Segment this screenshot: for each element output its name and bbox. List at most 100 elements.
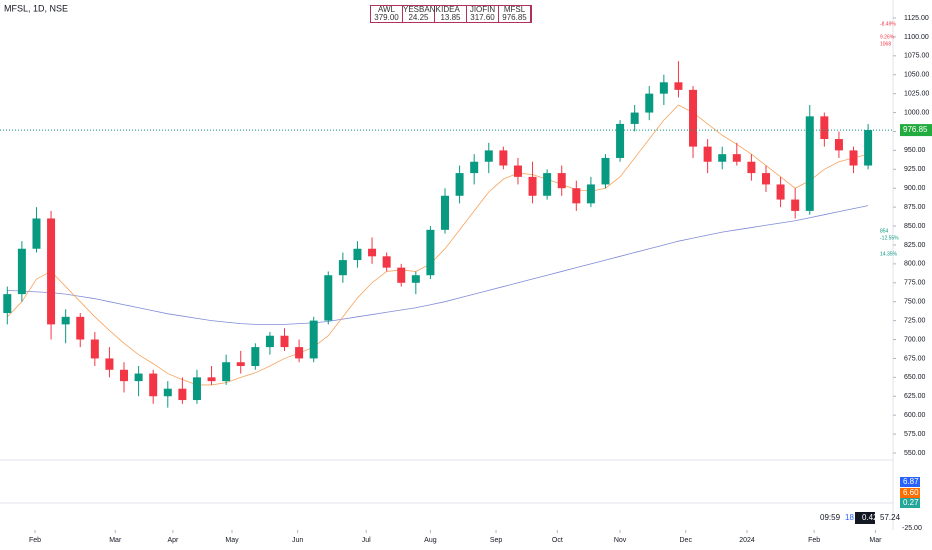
y-tick-label: 1050.00 [904, 72, 929, 79]
watchlist-symbol: YESBANK [403, 5, 441, 14]
watchlist-symbol: JIOFIN [467, 6, 499, 14]
x-tick-label: Jun [292, 537, 303, 544]
y-tick-label: 750.00 [904, 299, 926, 306]
annotation: 9.26% [880, 34, 895, 40]
candle-body [513, 165, 522, 177]
candle-body [265, 335, 274, 348]
candle-body [674, 82, 683, 90]
candle-body [834, 139, 843, 151]
candle-body [149, 373, 158, 397]
y-tick-label: 825.00 [904, 242, 926, 249]
candle-body [295, 347, 304, 359]
watchlist: AWL YESBANK IDEA JIOFIN MFSL 379.00 24.25 13.85… [370, 5, 532, 23]
annotation: -8.49% [880, 21, 896, 27]
y-tick-label: 850.00 [904, 223, 926, 230]
candle-body [368, 248, 377, 257]
candle-body [178, 388, 187, 401]
last-price-tag [900, 124, 932, 137]
x-tick-label: Oct [552, 537, 563, 544]
y-tick-label: 1025.00 [904, 90, 929, 97]
y-tick-label: 1125.00 [904, 15, 929, 22]
y-tick-label: 650.00 [904, 374, 926, 381]
candle-body [120, 369, 129, 382]
watchlist-price: 379.00 [371, 14, 403, 22]
status-label: 0.42 [862, 513, 878, 522]
y-tick-label: 800.00 [904, 261, 926, 268]
candle-body [280, 335, 289, 348]
last-price-label: 976.85 [903, 125, 928, 134]
macd-tick-label: -25.00 [902, 525, 922, 532]
candle-body [586, 184, 595, 204]
candle-body [543, 173, 552, 196]
x-tick-label: May [225, 537, 239, 544]
annotation: 854 [880, 228, 889, 234]
y-tick-label: 700.00 [904, 336, 926, 343]
x-tick-label: Aug [424, 537, 437, 544]
chart-title: MFSL, 1D, NSE [4, 3, 68, 13]
candle-body [528, 176, 537, 196]
annotation: 1068 [880, 41, 891, 47]
candle-body [732, 154, 741, 162]
watchlist-price: 13.85 [435, 14, 467, 22]
candle-body [645, 93, 654, 113]
candle-body [703, 146, 712, 162]
y-tick-label: 1000.00 [904, 109, 929, 116]
y-tick-label: 1075.00 [904, 53, 929, 60]
status-label: 57.24 [880, 513, 901, 522]
y-tick-label: 725.00 [904, 317, 926, 324]
status-label: 09:59 [820, 513, 841, 522]
candle-body [630, 112, 639, 124]
candle-body [601, 157, 610, 185]
y-tick-label: 875.00 [904, 204, 926, 211]
x-tick-label: Mar [109, 537, 122, 544]
macd-tag [900, 498, 920, 508]
y-tick-label: 1100.00 [904, 34, 929, 41]
candle-body [455, 173, 464, 196]
annotation: 14.35% [880, 251, 898, 257]
annotation: -12.55% [880, 235, 899, 241]
x-tick-label: Feb [29, 537, 41, 544]
candle-body [572, 188, 581, 204]
status-tag [855, 512, 875, 524]
candle-body [309, 320, 318, 359]
candle-body [441, 195, 449, 230]
status-label: 18 [845, 513, 854, 522]
y-tick-label: 675.00 [904, 355, 926, 362]
candle-body [689, 89, 698, 147]
watchlist-price: 317.60 [467, 14, 499, 22]
candle-body [207, 377, 216, 382]
candle-body [747, 161, 756, 174]
candle-body [411, 275, 420, 283]
candle-body [61, 316, 70, 325]
candle-body [324, 275, 333, 321]
x-tick-label: Jul [362, 537, 371, 544]
candle-body [353, 248, 362, 261]
y-tick-label: 600.00 [904, 412, 926, 419]
moving-average [7, 104, 869, 386]
candle-body [382, 256, 391, 268]
y-tick-label: 775.00 [904, 280, 926, 287]
x-tick-label: 2024 [739, 537, 755, 544]
candle-body [3, 294, 12, 314]
macd-label: 0.27 [903, 498, 919, 507]
candle-body [192, 377, 201, 401]
watchlist-price: 976.85 [499, 14, 531, 22]
y-tick-label: 925.00 [904, 166, 926, 173]
candle-body [76, 316, 85, 340]
x-tick-label: Sep [490, 537, 503, 544]
macd-tag [900, 477, 920, 487]
y-tick-label: 575.00 [904, 431, 926, 438]
candle-body [222, 362, 231, 382]
candle-body [718, 154, 727, 162]
candle-body [805, 116, 814, 211]
candle-body [90, 339, 99, 359]
watchlist-symbol: MFSL [499, 6, 531, 14]
x-tick-label: Dec [680, 537, 693, 544]
macd-label: 6.87 [903, 477, 919, 486]
candle-body [849, 150, 858, 166]
watchlist-symbol: IDEA [435, 6, 467, 14]
candle-body [47, 218, 56, 325]
watchlist-price: 24.25 [403, 14, 435, 22]
candle-body [163, 388, 172, 397]
